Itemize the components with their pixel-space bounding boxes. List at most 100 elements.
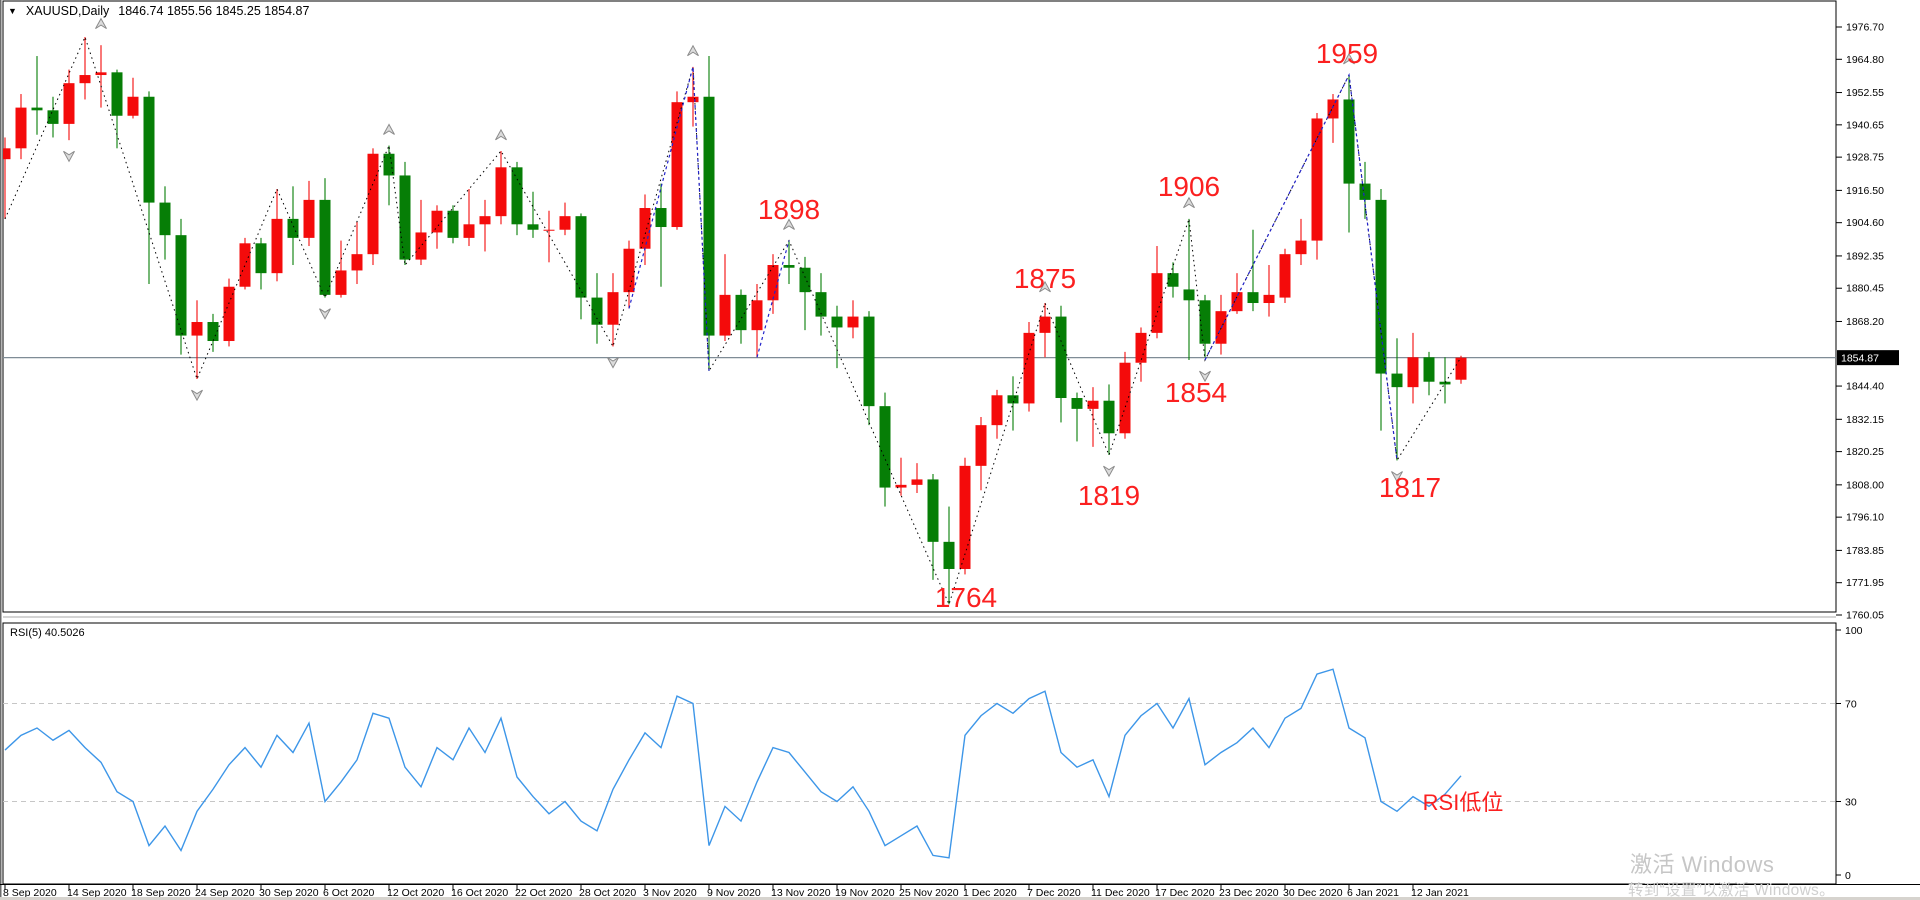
candle[interactable] [511,167,523,225]
candle[interactable] [383,153,395,176]
candles-layer[interactable] [0,37,1467,605]
candle[interactable] [1167,273,1179,287]
candle[interactable] [847,316,859,328]
candle[interactable] [1391,373,1403,388]
candle[interactable] [0,148,11,160]
candle[interactable] [911,479,923,485]
candle[interactable] [1439,381,1451,385]
price-axis[interactable]: 1976.70 1964.80 1952.55 1940.65 1928.75 1916.… [1836,22,1899,622]
candle[interactable] [527,224,539,230]
candle[interactable] [15,107,27,149]
candle[interactable] [1343,99,1355,184]
candle[interactable] [783,265,795,268]
candle[interactable] [879,406,891,488]
candle[interactable] [1295,240,1307,255]
candle[interactable] [975,425,987,466]
candle[interactable] [1151,273,1163,333]
time-axis-label: 3 Nov 2020 [643,887,697,899]
candle[interactable] [335,270,347,295]
candle[interactable] [287,218,299,238]
candle[interactable] [47,110,59,124]
candle[interactable] [927,479,939,542]
candle[interactable] [1007,395,1019,404]
candle[interactable] [735,294,747,331]
candle[interactable] [1103,400,1115,434]
candle[interactable] [271,218,283,274]
candle[interactable] [1247,292,1259,304]
candle[interactable] [591,297,603,325]
price-axis-label: 1880.45 [1846,283,1884,295]
candle[interactable] [415,232,427,260]
candle[interactable] [1199,300,1211,344]
candle[interactable] [959,465,971,569]
candle[interactable] [1039,316,1051,333]
candle[interactable] [991,395,1003,426]
candle[interactable] [719,294,731,336]
candle[interactable] [703,96,715,336]
candle[interactable] [63,83,75,124]
candle[interactable] [31,107,43,111]
candle[interactable] [895,484,907,488]
candle[interactable] [1455,357,1467,380]
candle[interactable] [207,322,219,342]
candle[interactable] [751,300,763,331]
candle[interactable] [575,216,587,298]
candle[interactable] [655,208,667,228]
candle[interactable] [1423,357,1435,382]
candle[interactable] [351,254,363,271]
candle[interactable] [399,175,411,260]
candle[interactable] [95,72,107,76]
candle[interactable] [1183,289,1195,301]
candle[interactable] [367,153,379,255]
candle[interactable] [943,541,955,569]
candle[interactable] [479,216,491,225]
candle[interactable] [815,292,827,317]
candle[interactable] [767,265,779,301]
candle[interactable] [319,199,331,295]
candle[interactable] [559,216,571,230]
candle[interactable] [143,96,155,203]
candle[interactable] [191,322,203,336]
candle[interactable] [1231,292,1243,312]
candle[interactable] [255,243,267,274]
candle[interactable] [1263,294,1275,304]
candle[interactable] [447,210,459,238]
candle[interactable] [1023,332,1035,404]
candle[interactable] [303,199,315,238]
candle[interactable] [239,243,251,287]
candle[interactable] [831,316,843,328]
candle[interactable] [495,167,507,217]
candle[interactable] [1071,398,1083,409]
candle[interactable] [1359,183,1371,200]
candle[interactable] [607,292,619,325]
candle[interactable] [671,102,683,228]
candle[interactable] [543,229,555,231]
candle[interactable] [799,267,811,293]
candle[interactable] [1119,362,1131,434]
candle[interactable] [1375,199,1387,374]
candle[interactable] [111,72,123,116]
candle[interactable] [1311,118,1323,241]
candle[interactable] [127,96,139,116]
candle[interactable] [223,286,235,342]
candle[interactable] [863,316,875,407]
time-axis[interactable]: 8 Sep 2020 14 Sep 2020 18 Sep 2020 24 Sep 2… [3,885,1469,899]
candle[interactable] [1135,332,1147,363]
candle[interactable] [463,224,475,238]
candle[interactable] [623,248,635,293]
candle[interactable] [687,96,699,103]
candle[interactable] [1327,99,1339,119]
candle[interactable] [431,210,443,233]
trend-line-blue [1204,73,1398,461]
candle[interactable] [1055,316,1067,399]
candle[interactable] [639,208,651,249]
candle[interactable] [175,235,187,336]
candle[interactable] [1279,254,1291,298]
candle[interactable] [1087,400,1099,409]
candle[interactable] [1407,357,1419,388]
rsi-axis[interactable]: 100 70 30 0 [1836,625,1863,882]
candle[interactable] [79,75,91,84]
swing-low-arrow-icon [1391,471,1403,483]
candle[interactable] [159,202,171,236]
